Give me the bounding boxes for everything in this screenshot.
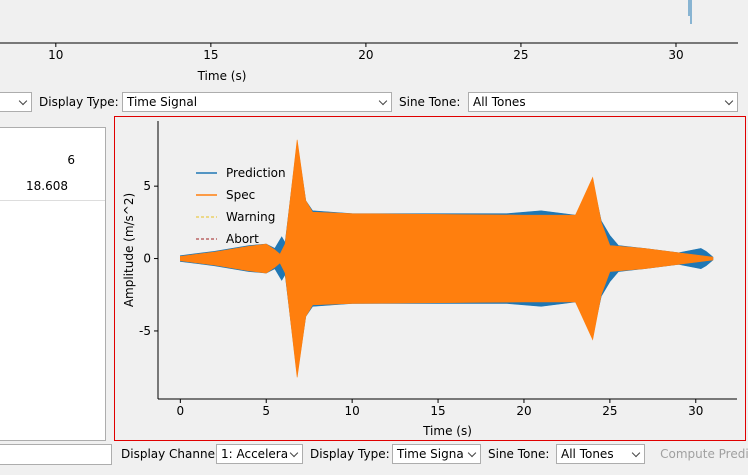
legend-label: Warning: [226, 210, 275, 224]
label: Display Channel: [121, 447, 219, 461]
x-tick-label: 20: [358, 48, 373, 62]
label: Sine Tone:: [399, 95, 461, 109]
x-tick-label: 0: [177, 404, 185, 418]
y-axis-label: Amplitude (m/s^2): [122, 193, 136, 307]
legend-label: Abort: [226, 232, 259, 246]
x-tick-label: 25: [513, 48, 528, 62]
dropdown[interactable]: Time Signal: [122, 92, 392, 112]
x-tick-label: 10: [345, 404, 360, 418]
legend-label: Prediction: [226, 166, 286, 180]
dropdown[interactable]: [0, 92, 32, 112]
x-tick-label: 30: [668, 48, 683, 62]
x-axis-label: Time (s): [197, 69, 247, 83]
legend-label: Spec: [226, 188, 255, 202]
x-axis-label: Time (s): [422, 424, 472, 438]
x-tick-label: 15: [203, 48, 218, 62]
x-tick-label: 15: [430, 404, 445, 418]
cell: 18.608: [26, 179, 68, 193]
table: 6 18.608: [0, 127, 106, 441]
cell: 6: [67, 153, 75, 167]
button-clip: Compute Predict: [650, 444, 748, 465]
x-tick-label: 10: [48, 48, 63, 62]
dropdown[interactable]: Time Signa: [392, 444, 481, 464]
y-tick-label: -5: [139, 324, 151, 338]
dropdown[interactable]: All Tones: [468, 92, 738, 112]
button[interactable]: Compute Predict: [660, 447, 748, 461]
dropdown[interactable]: All Tones: [556, 444, 645, 464]
label: Display Type:: [310, 447, 390, 461]
x-tick-label: 30: [688, 404, 703, 418]
label: Sine Tone:: [488, 447, 550, 461]
x-tick-label: 20: [516, 404, 531, 418]
dropdown[interactable]: 1: Accelera: [216, 444, 303, 464]
y-tick-label: 5: [143, 179, 151, 193]
x-tick-label: 5: [262, 404, 270, 418]
y-tick-label: 0: [143, 252, 151, 266]
x-tick-label: 25: [602, 404, 617, 418]
label: Display Type:: [39, 95, 119, 109]
top-chart: Time (s) 10 15 20 25 30: [0, 0, 738, 83]
text-input[interactable]: [0, 444, 112, 465]
signal-area: [180, 139, 714, 378]
main-chart: 0 5 10 15 20 25 30 5 0 -5 Time (s) Amplitude (m/s^2…: [114, 116, 746, 441]
